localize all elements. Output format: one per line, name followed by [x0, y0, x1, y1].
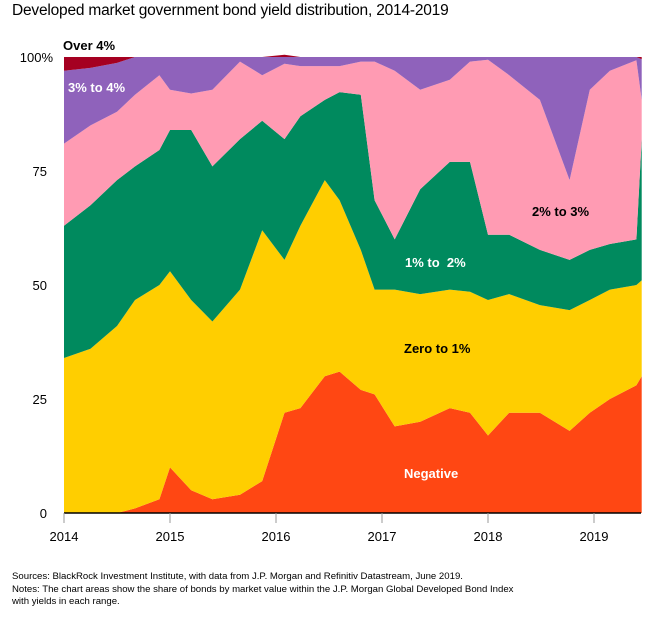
x-axis: 2014 2015 2016 2017 2018 2019 [50, 513, 609, 544]
y-tick-label: 0 [40, 506, 47, 521]
stacked-area-chart: 2014 2015 2016 2017 2018 2019 0 25 50 75 100% Ove… [20, 38, 642, 544]
area-zero-to-1 [64, 180, 642, 513]
band-label-over-4: Over 4% [63, 38, 115, 53]
x-tick-label: 2019 [580, 529, 609, 544]
sources-note: Sources: BlackRock Investment Institute,… [12, 571, 463, 582]
band-labels: Over 4% 3% to 4% 2% to 3% 1% to 2% Zero to 1… [63, 38, 590, 481]
x-tick-label: 2016 [262, 529, 291, 544]
notes-line-2: with yields in each range. [12, 596, 120, 607]
area-layer [64, 54, 642, 513]
band-label-negative: Negative [404, 466, 458, 481]
notes-line-1: Notes: The chart areas show the share of… [12, 583, 514, 595]
chart-title: Developed market government bond yield d… [12, 2, 449, 19]
band-label-1-to-2: 1% to 2% [405, 255, 466, 270]
y-tick-label: 50 [33, 278, 47, 293]
x-tick-label: 2018 [474, 529, 503, 544]
area-negative [64, 371, 642, 513]
area-3-to-4 [64, 57, 642, 181]
y-axis: 0 25 50 75 100% [20, 50, 54, 521]
y-tick-label: 100% [20, 50, 54, 65]
x-tick-label: 2015 [156, 529, 185, 544]
band-label-3-to-4: 3% to 4% [68, 80, 126, 95]
band-label-2-to-3: 2% to 3% [532, 204, 590, 219]
chart-notes: Sources: BlackRock Investment Institute,… [12, 571, 612, 609]
area-2-to-3 [64, 59, 642, 260]
y-tick-label: 25 [33, 392, 47, 407]
x-tick-label: 2017 [368, 529, 397, 544]
area-1-to-2 [64, 92, 642, 358]
x-tick-label: 2014 [50, 529, 79, 544]
band-label-zero-to-1: Zero to 1% [404, 341, 471, 356]
y-tick-label: 75 [33, 164, 47, 179]
